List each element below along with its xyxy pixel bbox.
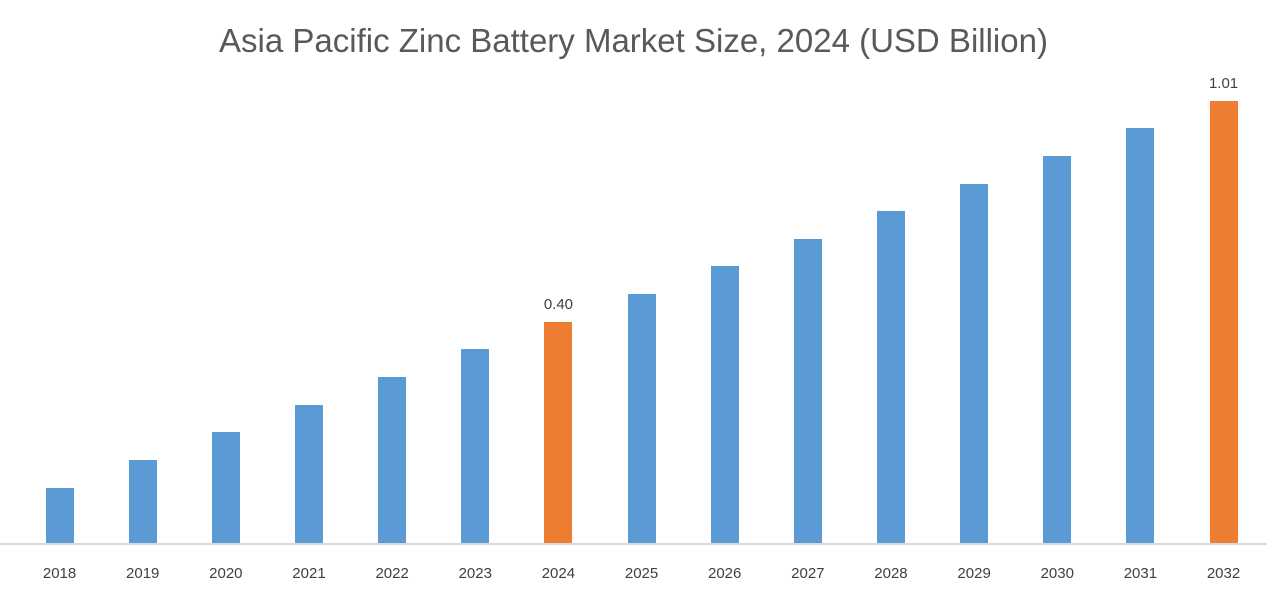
bar-column: 1.01	[1182, 73, 1265, 543]
bar-2031	[1126, 128, 1155, 543]
bar-value-label: 0.40	[543, 296, 574, 313]
bar-2030	[1043, 156, 1072, 543]
bar-2028	[876, 211, 905, 543]
bar-2025	[627, 294, 656, 543]
x-tick-label: 2024	[541, 565, 576, 582]
x-tick-label: 2032	[1206, 565, 1241, 582]
x-tick-label: 2022	[375, 565, 409, 582]
bars-container: 0.40 1.01	[18, 73, 1265, 543]
chart-title: Asia Pacific Zinc Battery Market Size, 2…	[219, 22, 1048, 59]
bar-column	[933, 73, 1016, 543]
bar-column	[351, 73, 434, 543]
bar-2027	[793, 239, 822, 543]
bar-column	[267, 73, 350, 543]
x-tick-label: 2023	[458, 565, 492, 582]
bar-column	[18, 73, 101, 543]
bar-2029	[960, 184, 989, 543]
bar-2021	[294, 405, 323, 543]
bar-2022	[378, 377, 407, 543]
x-tick-label: 2027	[791, 565, 825, 582]
x-tick-label: 2029	[957, 565, 991, 582]
x-tick-label: 2028	[874, 565, 908, 582]
bar-column	[849, 73, 932, 543]
bar-2032	[1209, 101, 1238, 543]
bar-column	[101, 73, 184, 543]
bar-column	[600, 73, 683, 543]
x-tick-label: 2018	[42, 565, 77, 582]
x-tick-label: 2021	[292, 565, 326, 582]
x-tick-label: 2030	[1040, 565, 1074, 582]
bar-2023	[461, 349, 490, 543]
bar-column	[766, 73, 849, 543]
x-axis-labels: 2018 2019 2020 2021 2022 2023 2024 2025 2026 2027…	[18, 565, 1265, 583]
bar-column: 0.40	[517, 73, 600, 543]
bar-column	[683, 73, 766, 543]
x-tick-label: 2019	[126, 565, 160, 582]
bar-column	[1099, 73, 1182, 543]
bar-2019	[128, 460, 157, 543]
bar-column	[434, 73, 517, 543]
x-tick-label: 2031	[1123, 565, 1158, 582]
x-axis-line	[0, 543, 1267, 545]
bar-2026	[710, 266, 739, 543]
bar-2018	[45, 488, 74, 543]
bar-value-label: 1.01	[1208, 75, 1239, 92]
x-tick-label: 2026	[708, 565, 742, 582]
bar-2020	[211, 432, 240, 543]
x-tick-label: 2020	[209, 565, 243, 582]
x-tick-label: 2025	[624, 565, 659, 582]
bar-column	[1016, 73, 1099, 543]
bar-2024	[544, 322, 573, 543]
bar-column	[184, 73, 267, 543]
